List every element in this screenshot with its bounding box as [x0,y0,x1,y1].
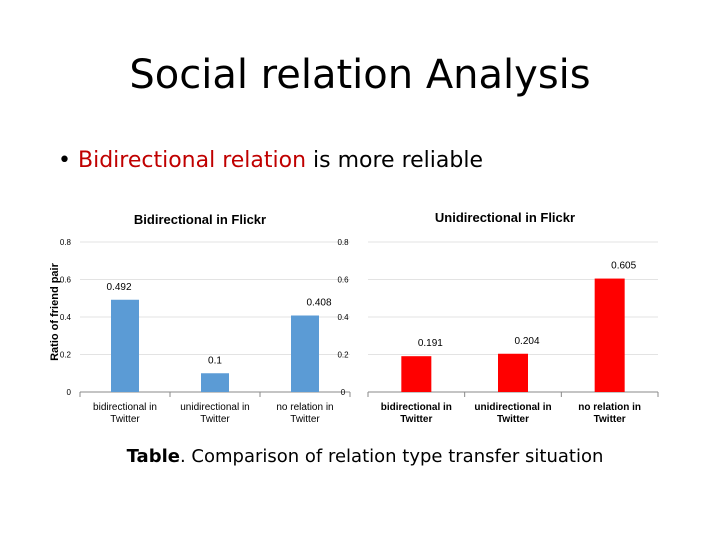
bullet-symbol: • [58,148,71,173]
caption-label: Table [126,446,180,467]
y-tick-label: 0.6 [60,276,72,285]
data-label: 0.408 [306,298,331,309]
data-label: 0.191 [418,338,443,349]
caption-text: . Comparison of relation type transfer s… [179,446,604,467]
category-label: bidirectional in Twitter [381,402,452,425]
bar [498,353,528,392]
right-chart: 0 0.2 0.4 0.6 0.8 0.191 bidirectional in Twitte… [337,238,659,425]
category-label: no relation in Twitter [578,402,641,425]
category-label: unidirectional in Twitter [180,402,250,425]
bar [111,299,139,392]
y-axis-label: Ratio of friend pair [49,262,61,361]
y-tick-label: 0.2 [337,351,349,360]
slide-title: Social relation Analysis [129,52,591,98]
left-chart-title: Bidirectional in Flickr [134,212,266,227]
bullet-rest-text: is more reliable [306,148,483,173]
bar [291,315,319,392]
data-label: 0.1 [208,355,222,366]
bullet-point: • Bidirectional relation is more reliabl… [58,148,483,173]
bar [401,356,432,392]
y-tick-label: 0.6 [337,276,349,285]
bar [201,373,229,392]
right-chart-title: Unidirectional in Flickr [435,210,575,225]
caption: Table. Comparison of relation type trans… [0,446,720,467]
y-tick-label: 0.8 [337,238,349,247]
data-label: 0.492 [106,282,131,293]
bullet-highlight-text: Bidirectional relation [77,148,307,173]
y-tick-label: 0 [67,388,72,397]
category-label: unidirectional in Twitter [474,402,551,425]
y-tick-label: 0.4 [60,313,72,322]
data-label: 0.605 [611,261,636,272]
bar [594,278,625,392]
y-tick-label: 0.4 [337,313,349,322]
category-label: bidirectional in Twitter [93,402,157,425]
y-tick-label: 0.8 [60,238,72,247]
y-tick-label: 0.2 [60,351,72,360]
y-tick-label: 0 [341,388,346,397]
data-label: 0.204 [514,336,539,347]
category-label: no relation in Twitter [276,402,333,425]
left-chart: 0 0.2 0.4 0.6 0.8 0.492 bidirectional in Twitte… [60,238,351,425]
